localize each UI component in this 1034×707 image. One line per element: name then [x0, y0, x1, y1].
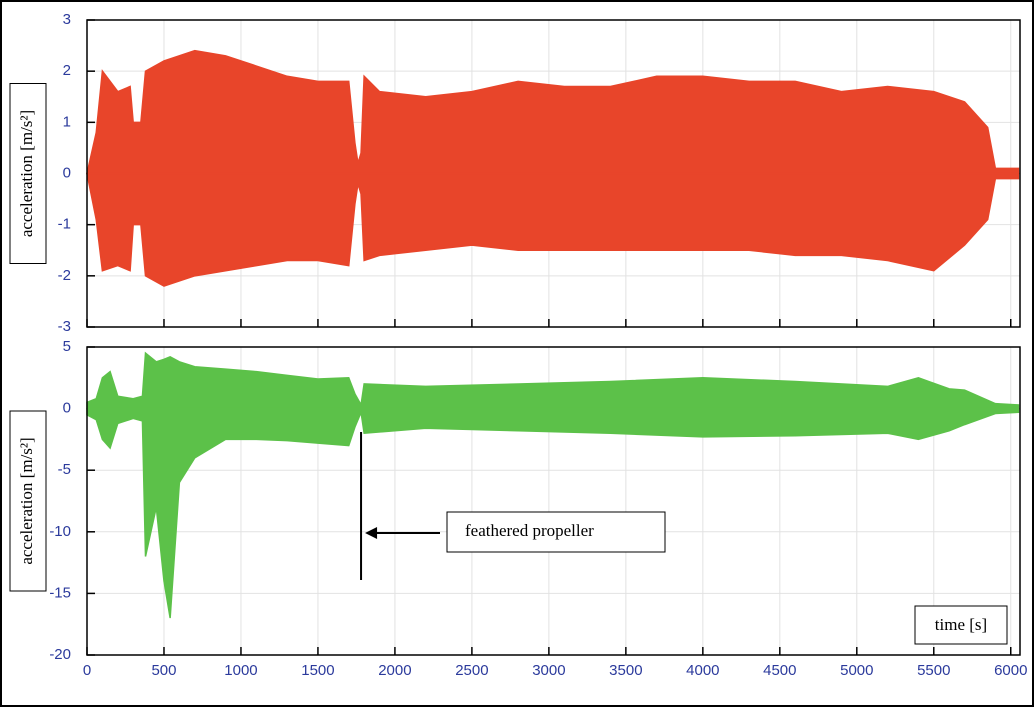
x-tick-label: 5000	[840, 662, 873, 679]
x-tick-label: 4500	[763, 662, 796, 679]
signal-envelope	[86, 49, 1020, 175]
x-tick-label: 500	[151, 662, 176, 679]
x-tick-label: 5500	[917, 662, 950, 679]
y-tick-label: -20	[49, 646, 71, 663]
x-tick-label: 3500	[609, 662, 642, 679]
x-tick-label: 4000	[686, 662, 719, 679]
y-label-box	[9, 410, 47, 592]
y-tick-label: 0	[63, 400, 71, 417]
y-label: acceleration [m/s²]	[17, 110, 36, 237]
y-tick-label: -3	[58, 318, 71, 335]
y-label-box	[9, 83, 47, 264]
plot-border	[86, 346, 1021, 656]
annotation-box	[446, 511, 666, 553]
y-tick-label: -1	[58, 216, 71, 233]
y-tick-label: -2	[58, 267, 71, 284]
y-tick-label: -5	[58, 461, 71, 478]
x-label-box	[914, 605, 1008, 645]
signal-envelope	[86, 351, 1020, 410]
x-tick-label: 2000	[378, 662, 411, 679]
y-tick-label: 0	[63, 164, 71, 181]
signal-envelope	[86, 172, 1020, 287]
x-tick-label: 3000	[532, 662, 565, 679]
annotation-text: feathered propeller	[465, 521, 594, 540]
x-tick-label: 1500	[301, 662, 334, 679]
plot-border	[86, 19, 1021, 328]
y-tick-label: 5	[63, 338, 71, 355]
y-tick-label: 1	[63, 113, 71, 130]
x-tick-label: 2500	[455, 662, 488, 679]
signal-envelope	[86, 407, 1020, 619]
y-label: acceleration [m/s²]	[17, 437, 36, 564]
y-tick-label: 2	[63, 62, 71, 79]
y-tick-label: 3	[63, 11, 71, 28]
y-tick-label: -15	[49, 584, 71, 601]
x-tick-label: 1000	[224, 662, 257, 679]
x-tick-label: 0	[83, 662, 91, 679]
y-tick-label: -10	[49, 523, 71, 540]
x-label: time [s]	[935, 615, 987, 634]
arrow-head	[365, 527, 378, 539]
x-tick-label: 6000	[994, 662, 1027, 679]
